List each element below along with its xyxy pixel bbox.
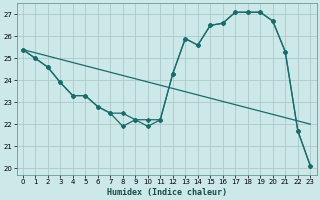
X-axis label: Humidex (Indice chaleur): Humidex (Indice chaleur) [107, 188, 227, 197]
